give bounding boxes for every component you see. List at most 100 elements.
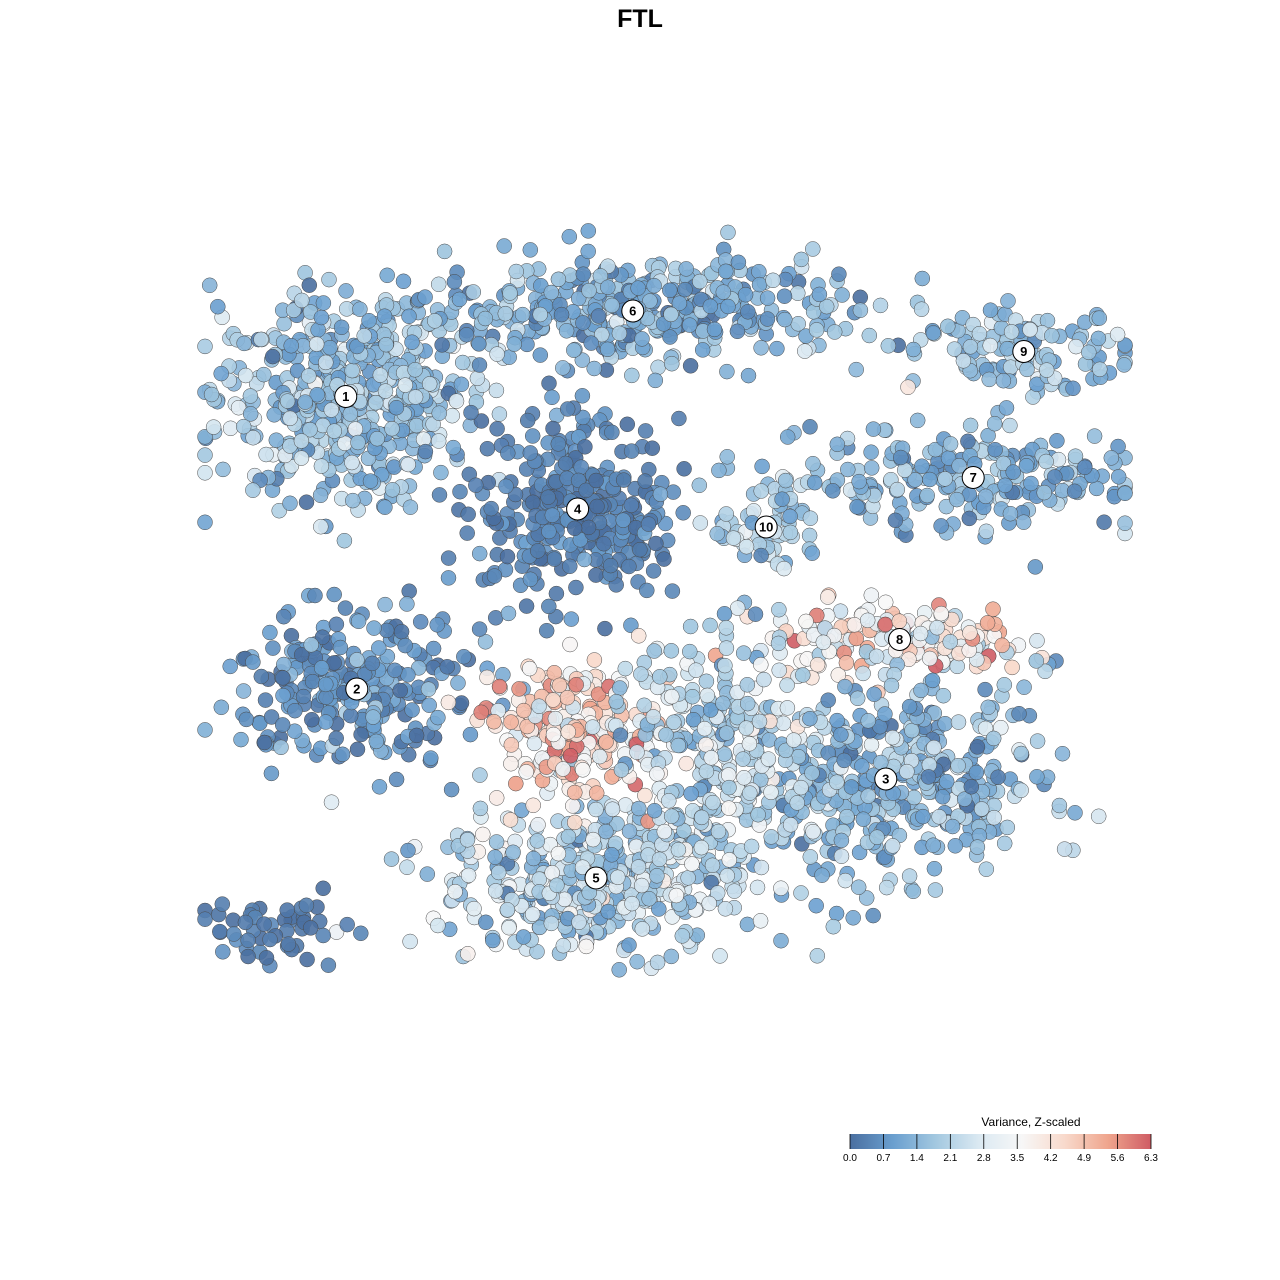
data-point — [721, 852, 738, 868]
data-point — [328, 730, 344, 747]
data-point — [490, 864, 507, 881]
data-point — [609, 816, 625, 832]
data-point — [379, 267, 395, 284]
data-point — [1038, 362, 1055, 378]
data-point — [240, 948, 256, 965]
data-point — [793, 251, 810, 268]
data-point — [806, 474, 823, 491]
data-point — [471, 357, 488, 373]
data-point — [859, 612, 876, 629]
data-point — [786, 732, 802, 748]
data-point — [861, 327, 878, 344]
data-point — [833, 726, 849, 743]
data-point — [383, 851, 400, 867]
data-point — [740, 367, 757, 384]
data-point — [420, 681, 437, 697]
data-point — [1044, 327, 1060, 344]
data-point — [802, 419, 818, 435]
data-point — [226, 926, 242, 942]
data-point — [421, 697, 437, 713]
data-point — [692, 515, 709, 531]
data-point — [866, 686, 882, 702]
data-point — [763, 829, 779, 845]
data-point — [222, 658, 238, 675]
cluster-label-badge — [345, 677, 369, 701]
cluster-label-text: 5 — [592, 871, 599, 886]
colorbar-tick-label: 2.1 — [943, 1153, 957, 1164]
cluster-label-6: 6 — [621, 299, 645, 323]
data-point — [919, 487, 935, 504]
data-point — [698, 763, 715, 780]
data-point — [541, 375, 557, 392]
data-point — [931, 809, 947, 825]
data-point — [830, 667, 847, 683]
data-point — [692, 273, 708, 290]
data-point — [878, 879, 895, 896]
data-point — [532, 306, 548, 323]
data-point — [271, 502, 287, 519]
data-point — [393, 623, 410, 640]
data-point — [503, 714, 519, 730]
data-point — [592, 268, 609, 284]
data-point — [475, 826, 491, 843]
data-point — [694, 342, 711, 358]
data-point — [682, 618, 699, 635]
data-point — [366, 620, 382, 636]
data-point — [575, 315, 591, 331]
data-point — [197, 338, 213, 355]
data-point — [353, 925, 369, 942]
data-point — [574, 388, 591, 404]
data-point — [981, 371, 997, 388]
data-point — [709, 885, 726, 901]
data-point — [735, 645, 752, 661]
data-point — [703, 750, 719, 766]
data-point — [525, 797, 541, 814]
data-point — [811, 286, 828, 303]
data-point — [702, 298, 719, 315]
data-point — [407, 389, 424, 405]
data-point — [580, 519, 597, 536]
data-point — [1096, 514, 1112, 530]
data-point — [279, 393, 296, 409]
data-point — [684, 688, 701, 705]
data-point — [926, 739, 942, 756]
data-point — [849, 690, 866, 707]
data-point — [332, 639, 349, 656]
data-point — [849, 499, 865, 515]
colorbar-tick-label: 0.0 — [843, 1153, 857, 1164]
data-point — [971, 325, 988, 342]
data-point — [197, 722, 213, 738]
data-point — [548, 585, 565, 602]
data-point — [545, 692, 561, 708]
data-point — [977, 681, 993, 698]
data-point — [350, 434, 366, 451]
data-point — [644, 440, 661, 456]
data-point — [471, 545, 488, 562]
data-point — [337, 435, 353, 452]
data-point — [1081, 344, 1097, 361]
data-point — [399, 859, 415, 875]
data-point — [491, 406, 508, 422]
data-point — [1029, 632, 1045, 649]
data-point — [275, 670, 291, 686]
data-point — [460, 506, 476, 523]
data-point — [980, 699, 996, 716]
data-point — [323, 794, 340, 810]
cluster-label-2: 2 — [345, 677, 369, 701]
data-point — [682, 643, 698, 660]
data-point — [562, 636, 578, 653]
data-point — [210, 298, 226, 315]
data-point — [215, 944, 231, 960]
data-point — [458, 327, 475, 343]
data-point — [926, 860, 943, 877]
data-point — [293, 433, 310, 449]
data-point — [356, 328, 372, 344]
data-point — [282, 495, 298, 512]
data-point — [395, 273, 412, 290]
data-point — [793, 885, 809, 901]
data-point — [583, 335, 599, 351]
data-point — [950, 757, 966, 774]
data-point — [279, 902, 295, 918]
data-point — [648, 535, 664, 552]
data-point — [1068, 338, 1084, 355]
